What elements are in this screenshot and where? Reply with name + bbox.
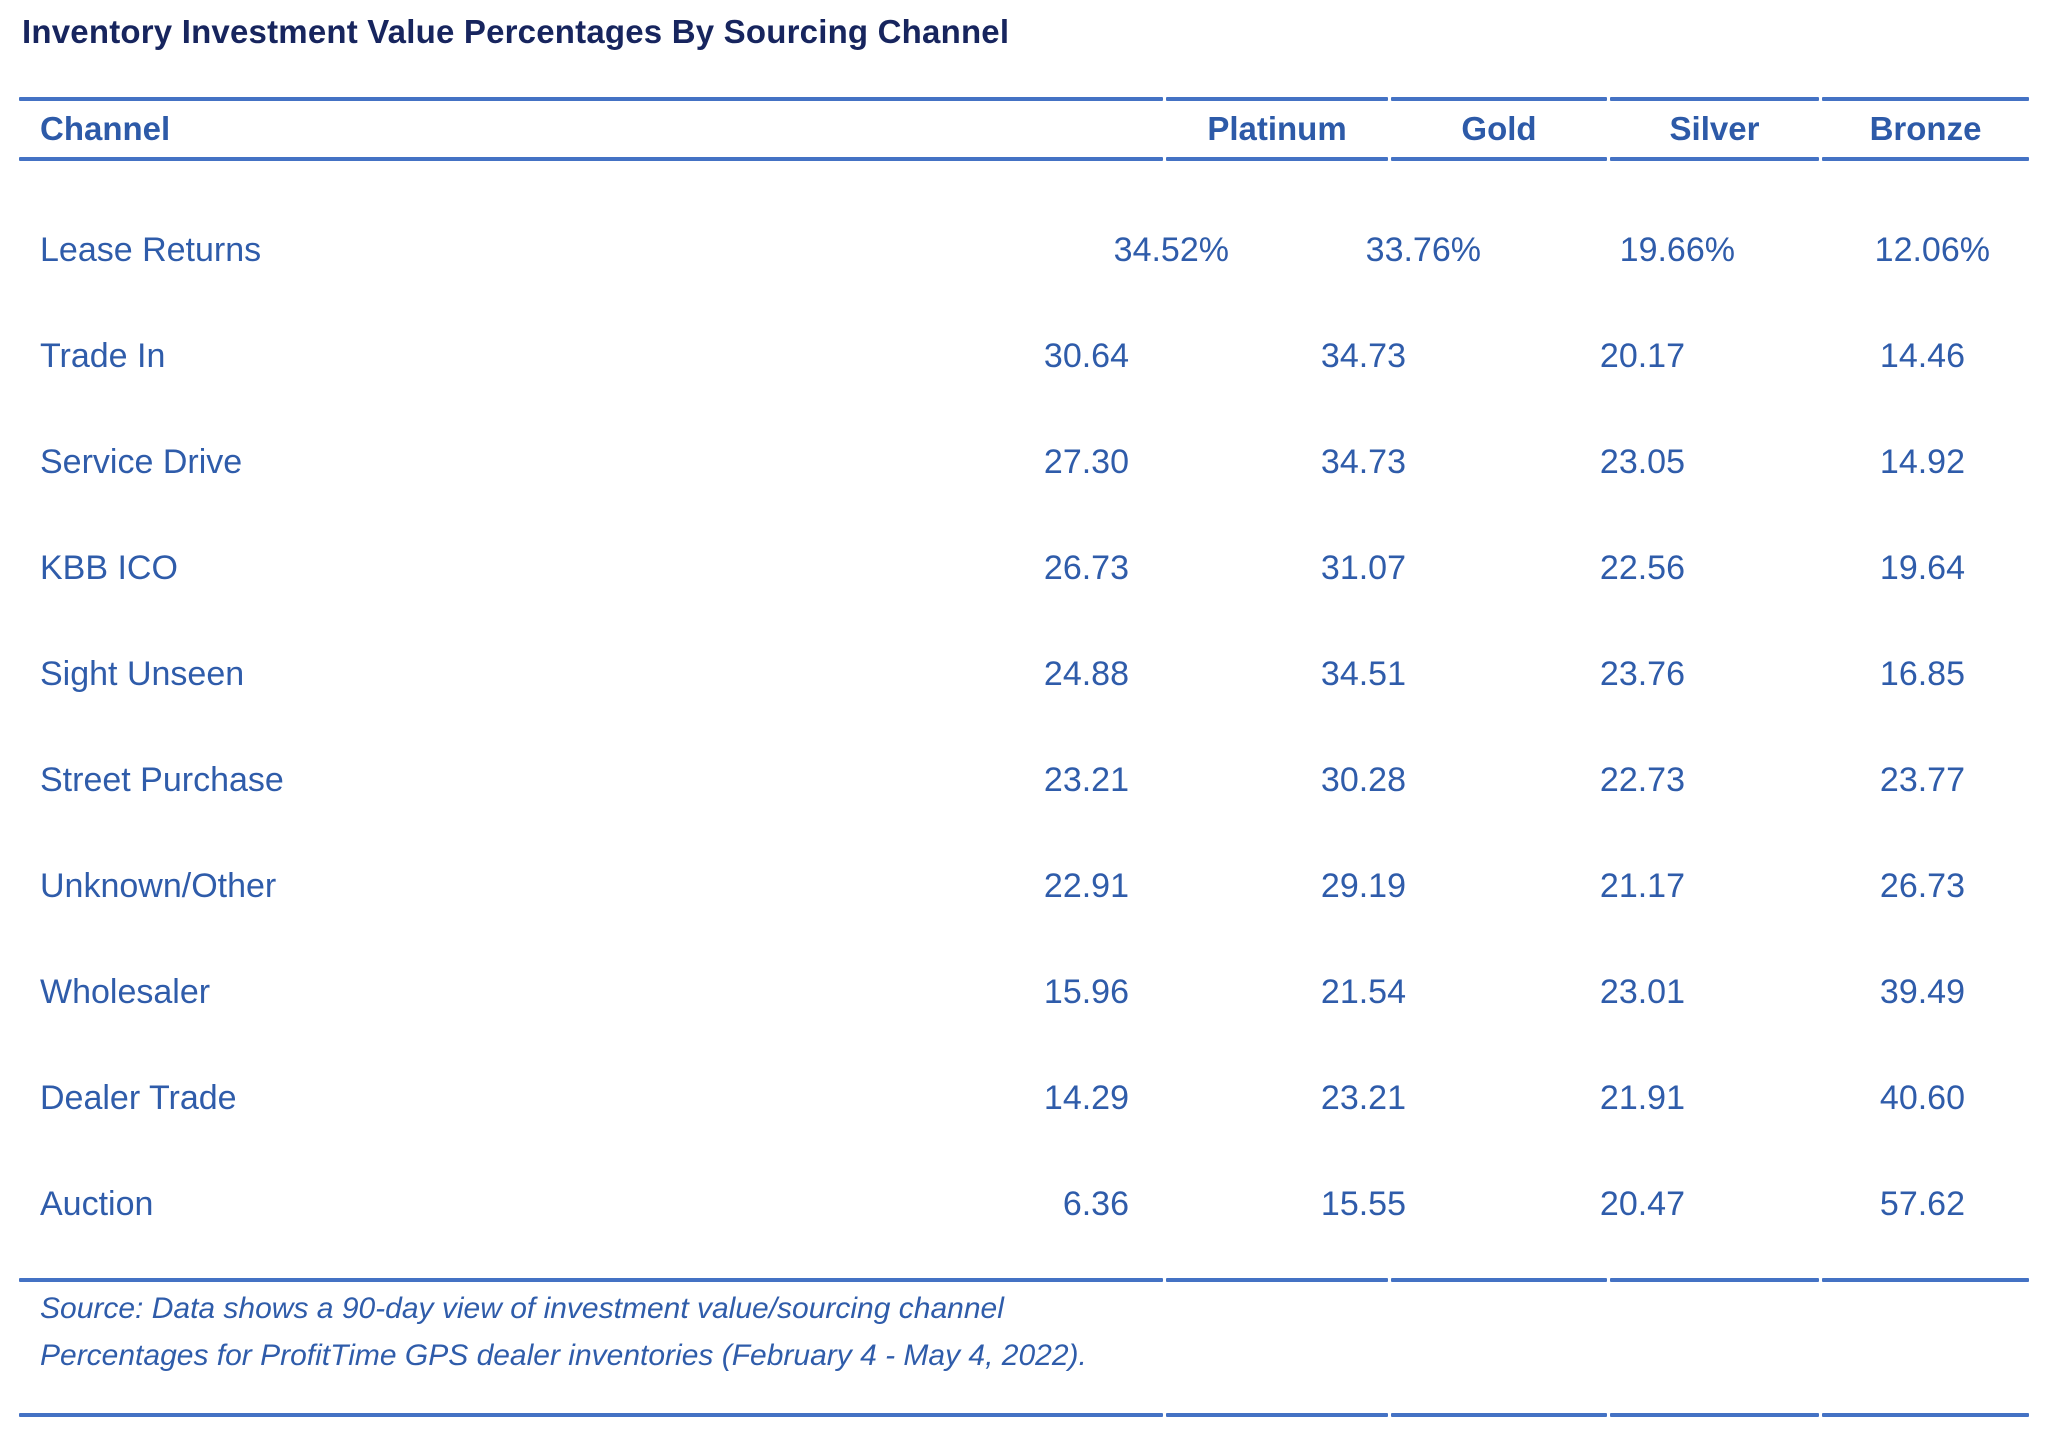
divider-segment xyxy=(1391,97,1607,101)
divider-segment xyxy=(1822,1278,2029,1282)
column-header-channel: Channel xyxy=(40,110,171,147)
silver-value-cell: 21.91 xyxy=(1599,1078,1685,1117)
platinum-value-cell: 6.36 xyxy=(1062,1184,1129,1223)
divider-segment xyxy=(19,157,1163,161)
silver-value-cell: 19.66% xyxy=(1619,230,1735,269)
silver-value-cell: 22.56 xyxy=(1599,548,1685,587)
table-row: Dealer Trade 14.29 23.21 21.91 40.60 xyxy=(19,1045,2029,1151)
channel-cell: Dealer Trade xyxy=(40,1078,237,1117)
channel-cell: Sight Unseen xyxy=(40,654,245,693)
gold-value-cell: 23.21 xyxy=(1320,1078,1406,1117)
table-row: KBB ICO 26.73 31.07 22.56 19.64 xyxy=(19,515,2029,621)
silver-value-cell: 23.01 xyxy=(1599,972,1685,1011)
gold-value-cell: 29.19 xyxy=(1320,866,1406,905)
channel-cell: Lease Returns xyxy=(40,230,262,269)
divider-segment xyxy=(1391,157,1607,161)
divider-segment xyxy=(1391,1413,1607,1417)
table-row: Auction 6.36 15.55 20.47 57.62 xyxy=(19,1151,2029,1257)
silver-value-cell: 22.73 xyxy=(1599,760,1685,799)
table-header-row: Channel Platinum Gold Silver Bronze xyxy=(19,101,2029,157)
divider-segment xyxy=(1610,97,1819,101)
divider-segment xyxy=(1166,157,1388,161)
divider-segment xyxy=(1822,97,2029,101)
divider-segment xyxy=(1822,1413,2029,1417)
channel-cell: Trade In xyxy=(40,336,166,375)
divider-segment xyxy=(1166,1278,1388,1282)
silver-value-cell: 23.05 xyxy=(1599,442,1685,481)
source-note: Source: Data shows a 90-day view of inve… xyxy=(40,1285,2029,1379)
bronze-value-cell: 14.92 xyxy=(1879,442,1965,481)
bronze-value-cell: 26.73 xyxy=(1879,866,1965,905)
gold-value-cell: 30.28 xyxy=(1320,760,1406,799)
divider-segment xyxy=(1391,1278,1607,1282)
divider-segment xyxy=(1166,1413,1388,1417)
table-divider-bottom xyxy=(19,1413,2029,1417)
bronze-value-cell: 12.06% xyxy=(1874,230,1990,269)
bronze-value-cell: 57.62 xyxy=(1879,1184,1965,1223)
table-row: Sight Unseen 24.88 34.51 23.76 16.85 xyxy=(19,621,2029,727)
divider-segment xyxy=(1610,1278,1819,1282)
platinum-value-cell: 30.64 xyxy=(1043,336,1129,375)
table-row: Trade In 30.64 34.73 20.17 14.46 xyxy=(19,303,2029,409)
divider-segment xyxy=(1610,157,1819,161)
column-header-platinum: Platinum xyxy=(1207,110,1347,147)
silver-value-cell: 23.76 xyxy=(1599,654,1685,693)
platinum-value-cell: 14.29 xyxy=(1043,1078,1129,1117)
table-row: Unknown/Other 22.91 29.19 21.17 26.73 xyxy=(19,833,2029,939)
column-header-bronze: Bronze xyxy=(1869,110,1982,147)
source-note-line2: Percentages for ProfitTime GPS dealer in… xyxy=(40,1339,1087,1372)
divider-segment xyxy=(19,1278,1163,1282)
table-row: Lease Returns 34.52% 33.76% 19.66% 12.06… xyxy=(19,197,2029,303)
platinum-value-cell: 34.52% xyxy=(1113,230,1229,269)
channel-cell: Auction xyxy=(40,1184,154,1223)
platinum-value-cell: 15.96 xyxy=(1043,972,1129,1011)
table-row: Street Purchase 23.21 30.28 22.73 23.77 xyxy=(19,727,2029,833)
divider-segment xyxy=(19,97,1163,101)
bronze-value-cell: 23.77 xyxy=(1879,760,1965,799)
channel-cell: Service Drive xyxy=(40,442,243,481)
platinum-value-cell: 27.30 xyxy=(1043,442,1129,481)
column-header-gold: Gold xyxy=(1461,110,1537,147)
bronze-value-cell: 16.85 xyxy=(1879,654,1965,693)
gold-value-cell: 33.76% xyxy=(1365,230,1481,269)
table-divider-top xyxy=(19,97,2029,101)
gold-value-cell: 34.73 xyxy=(1320,442,1406,481)
source-note-line1: Source: Data shows a 90-day view of inve… xyxy=(40,1292,1004,1325)
table-divider-header xyxy=(19,157,2029,161)
bronze-value-cell: 19.64 xyxy=(1879,548,1965,587)
divider-segment xyxy=(1166,97,1388,101)
bronze-value-cell: 40.60 xyxy=(1879,1078,1965,1117)
gold-value-cell: 34.73 xyxy=(1320,336,1406,375)
bronze-value-cell: 14.46 xyxy=(1879,336,1965,375)
platinum-value-cell: 22.91 xyxy=(1043,866,1129,905)
silver-value-cell: 20.47 xyxy=(1599,1184,1685,1223)
divider-segment xyxy=(19,1413,1163,1417)
gold-value-cell: 34.51 xyxy=(1320,654,1406,693)
channel-cell: Street Purchase xyxy=(40,760,284,799)
page-title: Inventory Investment Value Percentages B… xyxy=(22,13,1010,50)
channel-cell: KBB ICO xyxy=(40,548,178,587)
channel-cell: Wholesaler xyxy=(40,972,211,1011)
platinum-value-cell: 26.73 xyxy=(1043,548,1129,587)
table-body: Lease Returns 34.52% 33.76% 19.66% 12.06… xyxy=(19,161,2029,1257)
divider-segment xyxy=(1610,1413,1819,1417)
table-row: Service Drive 27.30 34.73 23.05 14.92 xyxy=(19,409,2029,515)
column-header-silver: Silver xyxy=(1669,110,1760,147)
gold-value-cell: 15.55 xyxy=(1320,1184,1406,1223)
gold-value-cell: 31.07 xyxy=(1320,548,1406,587)
platinum-value-cell: 24.88 xyxy=(1043,654,1129,693)
channel-cell: Unknown/Other xyxy=(40,866,277,905)
table-row: Wholesaler 15.96 21.54 23.01 39.49 xyxy=(19,939,2029,1045)
silver-value-cell: 21.17 xyxy=(1599,866,1685,905)
divider-segment xyxy=(1822,157,2029,161)
bronze-value-cell: 39.49 xyxy=(1879,972,1965,1011)
data-table: Channel Platinum Gold Silver Bronze Leas… xyxy=(19,97,2029,1417)
gold-value-cell: 21.54 xyxy=(1320,972,1406,1011)
table-divider-footer xyxy=(19,1278,2029,1282)
platinum-value-cell: 23.21 xyxy=(1043,760,1129,799)
silver-value-cell: 20.17 xyxy=(1599,336,1685,375)
